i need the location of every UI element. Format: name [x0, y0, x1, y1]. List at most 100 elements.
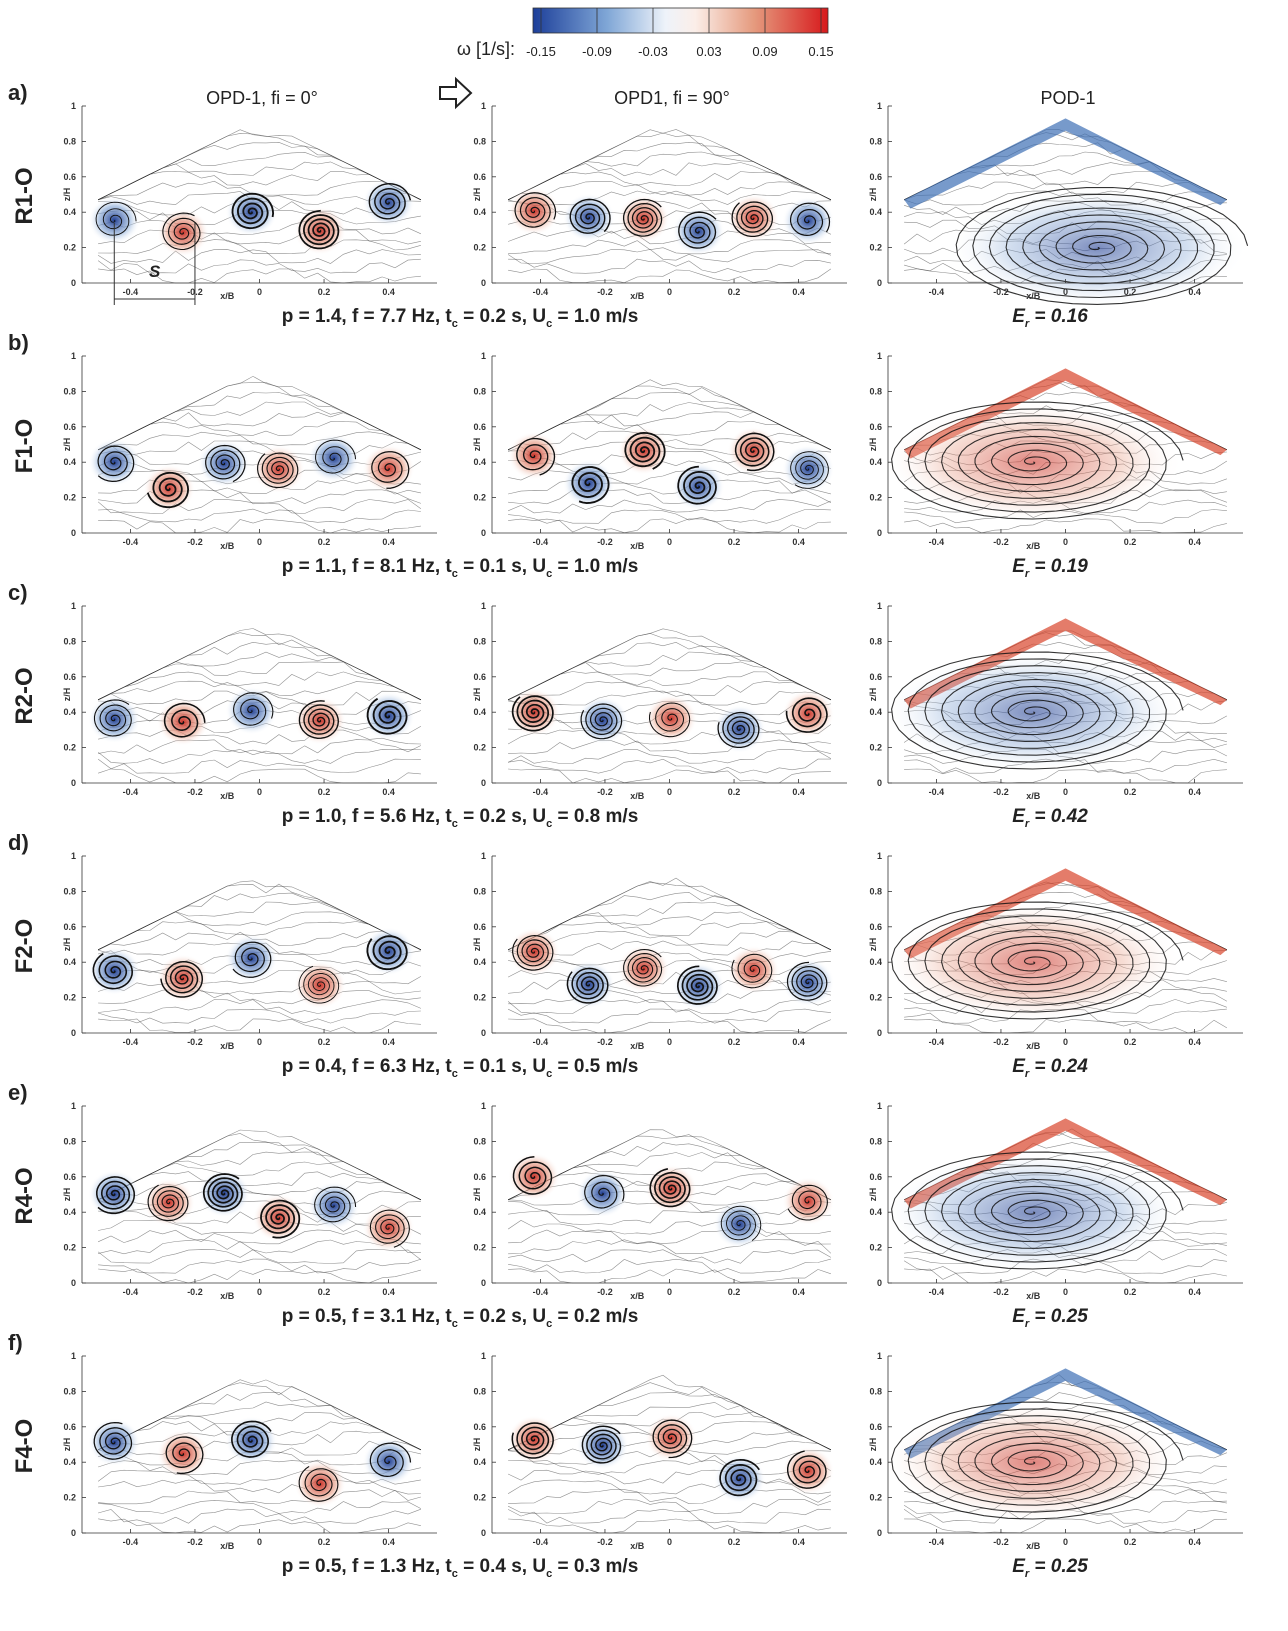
x-tick-label: 0	[1063, 787, 1068, 797]
x-tick-label: 0.4	[1188, 1537, 1201, 1547]
x-tick-label: 0.4	[1188, 787, 1201, 797]
vortex	[508, 187, 560, 235]
x-axis-label: x/B	[1026, 1541, 1041, 1551]
flow-field	[88, 629, 421, 784]
x-tick-label: 0.2	[1124, 287, 1137, 297]
y-axis-label: z/H	[62, 1438, 72, 1452]
x-tick-label: -0.4	[123, 287, 139, 297]
y-tick-label: 0.4	[473, 707, 486, 717]
y-tick-label: 1	[71, 351, 76, 361]
y-tick-label: 0.8	[869, 386, 882, 396]
y-tick-label: 0	[481, 528, 486, 538]
vortex	[253, 445, 305, 493]
y-axis-label: z/H	[472, 1438, 482, 1452]
energy-text: = 0.16	[1029, 306, 1088, 327]
spacing-label: S	[149, 262, 161, 281]
y-tick-label: 0.2	[63, 1493, 76, 1503]
x-tick-label: 0.4	[792, 1537, 805, 1547]
caption-text: = 0.1 s, U	[458, 556, 546, 577]
y-tick-label: 0.4	[473, 957, 486, 967]
y-tick-label: 1	[71, 1351, 76, 1361]
x-axis-label: x/B	[1026, 541, 1041, 551]
y-axis-label: z/H	[868, 188, 878, 202]
y-tick-label: 1	[481, 601, 486, 611]
y-tick-label: 0.4	[63, 957, 76, 967]
streamline	[508, 629, 831, 700]
x-tick-label: -0.2	[597, 1537, 613, 1547]
x-tick-label: 0.2	[1124, 537, 1137, 547]
y-tick-label: 0	[71, 528, 76, 538]
x-tick-label: -0.4	[533, 537, 549, 547]
x-tick-label: -0.4	[123, 787, 139, 797]
colorbar-tick-label: -0.15	[526, 44, 556, 59]
x-tick-label: 0	[257, 1037, 262, 1047]
energy-text: = 0.42	[1029, 806, 1088, 827]
energy-text: = 0.24	[1029, 1056, 1088, 1077]
y-axis-label: z/H	[472, 188, 482, 202]
streamline	[98, 249, 421, 263]
x-tick-label: -0.2	[993, 287, 1009, 297]
flow-field	[88, 881, 421, 1033]
y-tick-label: 0.4	[473, 207, 486, 217]
x-tick-label: 0.4	[382, 537, 395, 547]
y-tick-label: 0.4	[869, 957, 882, 967]
streamline	[508, 230, 831, 244]
y-tick-label: 0.8	[869, 636, 882, 646]
y-tick-label: 0.6	[473, 422, 486, 432]
flow-field	[883, 618, 1227, 783]
x-tick-label: 0	[1063, 1537, 1068, 1547]
colorbar-tick-label: 0.09	[752, 44, 777, 59]
panel-label: e)	[8, 1080, 28, 1105]
y-tick-label: 0.2	[869, 493, 882, 503]
row-label: F2-O	[11, 919, 38, 974]
page: { "colorbar": {"label": "ω [1/s]:", "tic…	[0, 0, 1288, 1626]
y-axis-label: z/H	[472, 1188, 482, 1202]
caption: p = 1.0, f = 5.6 Hz, tc = 0.2 s, Uc = 0.…	[282, 806, 639, 830]
x-tick-label: -0.2	[187, 537, 203, 547]
y-tick-label: 0.8	[63, 1136, 76, 1146]
y-tick-label: 0.2	[473, 1493, 486, 1503]
streamline	[508, 878, 831, 950]
x-tick-label: 0.2	[1124, 1287, 1137, 1297]
streamline	[508, 1230, 831, 1244]
x-tick-label: 0	[667, 1537, 672, 1547]
x-axis-label: x/B	[220, 791, 235, 801]
caption-text: = 0.2 s, U	[458, 806, 546, 827]
colorbar-tick-label: -0.09	[582, 44, 612, 59]
y-tick-label: 0	[481, 278, 486, 288]
streamline	[508, 181, 831, 199]
y-tick-label: 0.8	[473, 1386, 486, 1396]
streamline	[508, 259, 831, 273]
x-tick-label: 0.4	[1188, 1037, 1201, 1047]
caption: p = 0.5, f = 1.3 Hz, tc = 0.4 s, Uc = 0.…	[282, 1556, 639, 1580]
x-tick-label: 0.2	[1124, 1037, 1137, 1047]
row-label: R4-O	[11, 1167, 38, 1224]
streamline	[508, 750, 831, 764]
y-tick-label: 0.6	[869, 922, 882, 932]
y-tick-label: 0	[71, 1028, 76, 1038]
streamline	[508, 1499, 831, 1513]
flow-field	[88, 1380, 421, 1533]
streamline	[508, 883, 831, 950]
x-axis-label: x/B	[1026, 1041, 1041, 1051]
y-tick-label: 0.8	[63, 1386, 76, 1396]
x-tick-label: 0.4	[382, 1287, 395, 1297]
x-tick-label: 0.2	[318, 787, 331, 797]
streamline	[508, 633, 831, 699]
y-tick-label: 0.6	[473, 672, 486, 682]
streamline	[98, 1009, 421, 1023]
y-tick-label: 1	[71, 101, 76, 111]
y-tick-label: 0.4	[869, 1457, 882, 1467]
y-axis-label: z/H	[868, 1188, 878, 1202]
vortex	[88, 438, 140, 486]
streamline	[98, 509, 421, 523]
x-tick-label: 0	[257, 287, 262, 297]
x-tick-label: -0.2	[993, 1037, 1009, 1047]
flow-field	[508, 629, 834, 783]
y-tick-label: 1	[877, 1351, 882, 1361]
y-tick-label: 0	[481, 1278, 486, 1288]
x-tick-label: 0.2	[728, 787, 741, 797]
x-tick-label: -0.2	[993, 787, 1009, 797]
caption: p = 1.1, f = 8.1 Hz, tc = 0.1 s, Uc = 1.…	[282, 556, 639, 580]
x-tick-label: 0	[667, 287, 672, 297]
